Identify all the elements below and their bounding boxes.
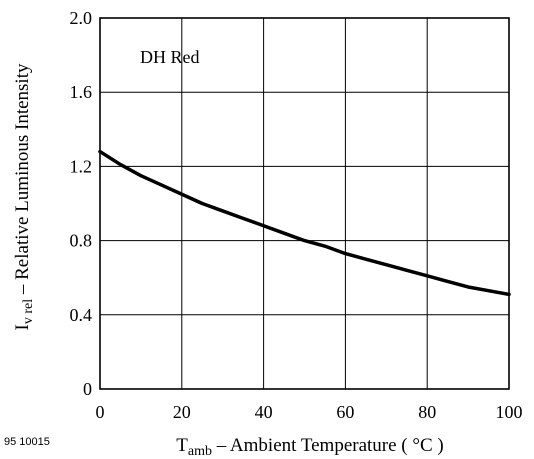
plot-area-frame [99,17,510,390]
y-axis-title: Iv rel – Relative Luminous Intensity [12,63,36,330]
x-tick-label: 0 [96,402,105,422]
x-axis-text: – Ambient Temperature ( °C ) [212,435,444,456]
grid-lines [99,17,510,390]
x-tick-label: 60 [336,402,354,422]
x-tick-label: 100 [496,402,523,422]
x-axis-symbol: T [176,435,188,456]
y-tick-label: 1.2 [70,156,93,176]
x-tick-labels: 0 20 40 60 80 100 [96,402,523,422]
y-tick-label: 0 [83,379,92,399]
annotation-label: DH Red [140,47,200,67]
series-line [98,149,511,297]
y-axis-text: – Relative Luminous Intensity [12,63,33,299]
y-tick-labels: 0 0.4 0.8 1.2 1.6 2.0 [70,8,93,399]
y-axis-symbol: I [12,324,33,330]
x-axis-subscript: amb [188,444,212,459]
y-axis-subscript: v rel [21,299,36,324]
y-tick-label: 0.8 [70,231,93,251]
x-tick-label: 80 [418,402,436,422]
x-axis-title: Tamb – Ambient Temperature ( °C ) [176,435,443,459]
y-tick-label: 2.0 [70,8,93,28]
y-tick-label: 1.6 [70,82,93,102]
figure-id: 95 10015 [4,436,50,448]
x-tick-label: 20 [173,402,191,422]
y-tick-label: 0.4 [70,305,93,325]
x-tick-label: 40 [255,402,273,422]
